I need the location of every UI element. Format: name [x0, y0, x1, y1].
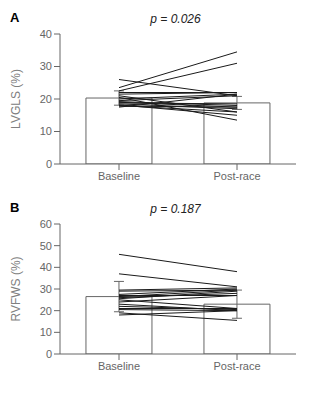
svg-text:Baseline: Baseline [98, 360, 140, 372]
html-text:B: B [10, 200, 20, 215]
svg-text:40: 40 [40, 261, 52, 273]
svg-text:Baseline: Baseline [98, 170, 140, 182]
html-text:p = 0.187: p = 0.187 [150, 202, 201, 216]
html-text:A: A [10, 10, 20, 25]
svg-text:30: 30 [40, 283, 52, 295]
svg-text:0: 0 [46, 348, 52, 360]
svg-text:40: 40 [40, 28, 52, 40]
svg-text:RVFWS (%): RVFWS (%) [9, 256, 23, 321]
html-text:p = 0.026: p = 0.026 [150, 12, 201, 26]
svg-text:30: 30 [40, 60, 52, 72]
svg-text:LVGLS (%): LVGLS (%) [9, 69, 23, 129]
svg-text:Post-race: Post-race [213, 360, 260, 372]
svg-text:50: 50 [40, 240, 52, 252]
svg-text:0: 0 [46, 158, 52, 170]
svg-text:60: 60 [40, 218, 52, 230]
svg-text:Post-race: Post-race [213, 170, 260, 182]
svg-text:10: 10 [40, 125, 52, 137]
svg-text:20: 20 [40, 93, 52, 105]
svg-text:10: 10 [40, 326, 52, 338]
svg-text:20: 20 [40, 305, 52, 317]
